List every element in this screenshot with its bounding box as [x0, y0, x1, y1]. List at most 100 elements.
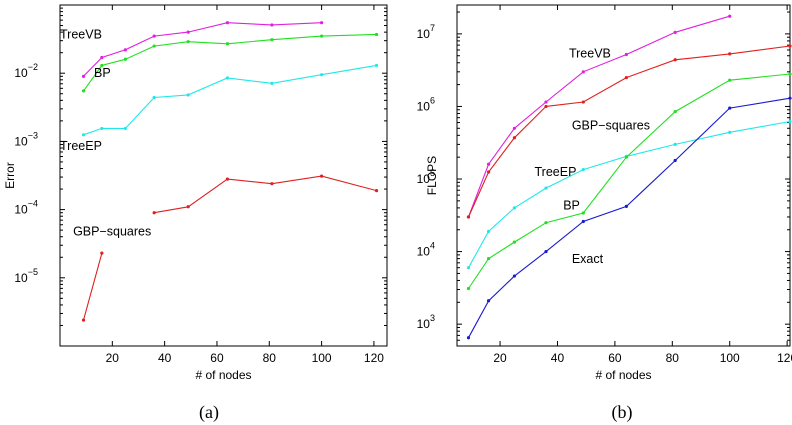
data-point	[673, 30, 677, 34]
data-point	[624, 75, 628, 80]
data-point	[673, 58, 677, 62]
data-point	[374, 32, 379, 37]
data-point	[581, 100, 585, 104]
x-tick-label: 60	[210, 351, 224, 365]
data-point	[728, 106, 732, 110]
y-tick-base: 10	[14, 134, 28, 148]
data-point	[673, 158, 677, 163]
data-point	[123, 126, 127, 131]
x-tick-label: 100	[312, 351, 332, 365]
data-point	[320, 21, 324, 25]
data-point	[152, 44, 156, 48]
data-point	[100, 126, 104, 131]
series-treevb	[466, 14, 732, 219]
data-point	[374, 63, 379, 68]
data-point	[100, 63, 104, 68]
data-point	[270, 81, 274, 85]
series-treevb	[81, 21, 324, 78]
data-point	[320, 174, 324, 178]
data-point	[186, 30, 190, 34]
y-tick-base: 10	[417, 99, 431, 113]
series-exact	[466, 96, 792, 340]
data-point	[512, 126, 517, 130]
x-tick-label: 40	[551, 351, 565, 365]
series-annotation: TreeEP	[60, 139, 102, 153]
y-tick-base: 10	[14, 203, 28, 217]
x-axis-label: # of nodes	[195, 368, 251, 382]
y-tick-base: 10	[417, 27, 431, 41]
series-bp	[81, 32, 379, 93]
x-tick-label: 120	[364, 351, 384, 365]
data-point	[544, 100, 548, 104]
series-line	[468, 120, 791, 268]
data-point	[728, 52, 732, 56]
y-tick-exponent: −2	[28, 62, 38, 72]
y-tick-exponent: −5	[28, 267, 38, 277]
data-point	[581, 70, 585, 74]
data-point	[728, 14, 732, 18]
series-annotation: TreeVB	[569, 47, 611, 61]
data-point	[81, 89, 86, 93]
data-point	[186, 40, 190, 44]
data-point	[581, 211, 585, 215]
series-line	[467, 15, 730, 218]
y-tick-base: 10	[417, 172, 431, 186]
data-point	[270, 38, 274, 42]
data-point	[728, 130, 732, 134]
data-point	[466, 336, 471, 340]
data-point	[374, 188, 379, 193]
data-point	[225, 42, 230, 46]
x-tick-label: 40	[158, 351, 172, 365]
data-point	[544, 249, 548, 254]
data-point	[81, 318, 86, 322]
data-point	[270, 23, 274, 27]
series-line	[83, 33, 377, 92]
data-point	[486, 162, 491, 166]
y-tick-label: 10−2	[14, 62, 38, 80]
y-tick-exponent: −4	[28, 199, 38, 209]
figure-caption: (b)	[612, 402, 633, 423]
data-point	[123, 57, 127, 61]
data-point	[728, 78, 732, 82]
data-point	[186, 205, 190, 209]
y-tick-base: 10	[417, 317, 431, 331]
x-tick-label: 60	[608, 351, 622, 365]
data-point	[100, 251, 104, 255]
series-line	[83, 64, 377, 136]
plot-frame-b	[456, 4, 791, 347]
series-annotation: TreeEP	[535, 165, 577, 179]
y-tick-label: 10−4	[14, 199, 38, 217]
data-point	[320, 34, 324, 38]
series-line	[82, 252, 103, 321]
data-point	[544, 104, 548, 109]
data-point	[544, 221, 548, 225]
data-point	[544, 186, 548, 190]
data-point	[225, 76, 230, 80]
data-point	[624, 155, 628, 159]
series-line	[83, 22, 322, 77]
data-point	[225, 21, 230, 25]
figure-caption: (a)	[199, 402, 219, 423]
data-point	[788, 44, 792, 48]
data-point	[788, 119, 792, 124]
series-annotation: BP	[563, 199, 580, 213]
data-point	[466, 266, 471, 270]
data-point	[466, 286, 471, 291]
y-tick-label: 10−3	[14, 130, 38, 148]
data-point	[673, 109, 677, 114]
data-point	[81, 133, 86, 137]
y-tick-label: 104	[417, 241, 435, 259]
series-treeep	[466, 119, 792, 270]
series-bp	[466, 72, 792, 291]
x-tick-label: 100	[720, 351, 740, 365]
series-annotation: GBP−squares	[572, 119, 650, 133]
data-point	[270, 182, 274, 186]
data-point	[624, 52, 628, 57]
series-annotation: BP	[94, 66, 111, 80]
y-axis-label: FLOPS	[425, 156, 439, 195]
y-tick-label: 103	[417, 313, 435, 331]
data-point	[81, 74, 86, 78]
y-tick-label: 106	[417, 95, 435, 113]
data-point	[100, 55, 104, 60]
